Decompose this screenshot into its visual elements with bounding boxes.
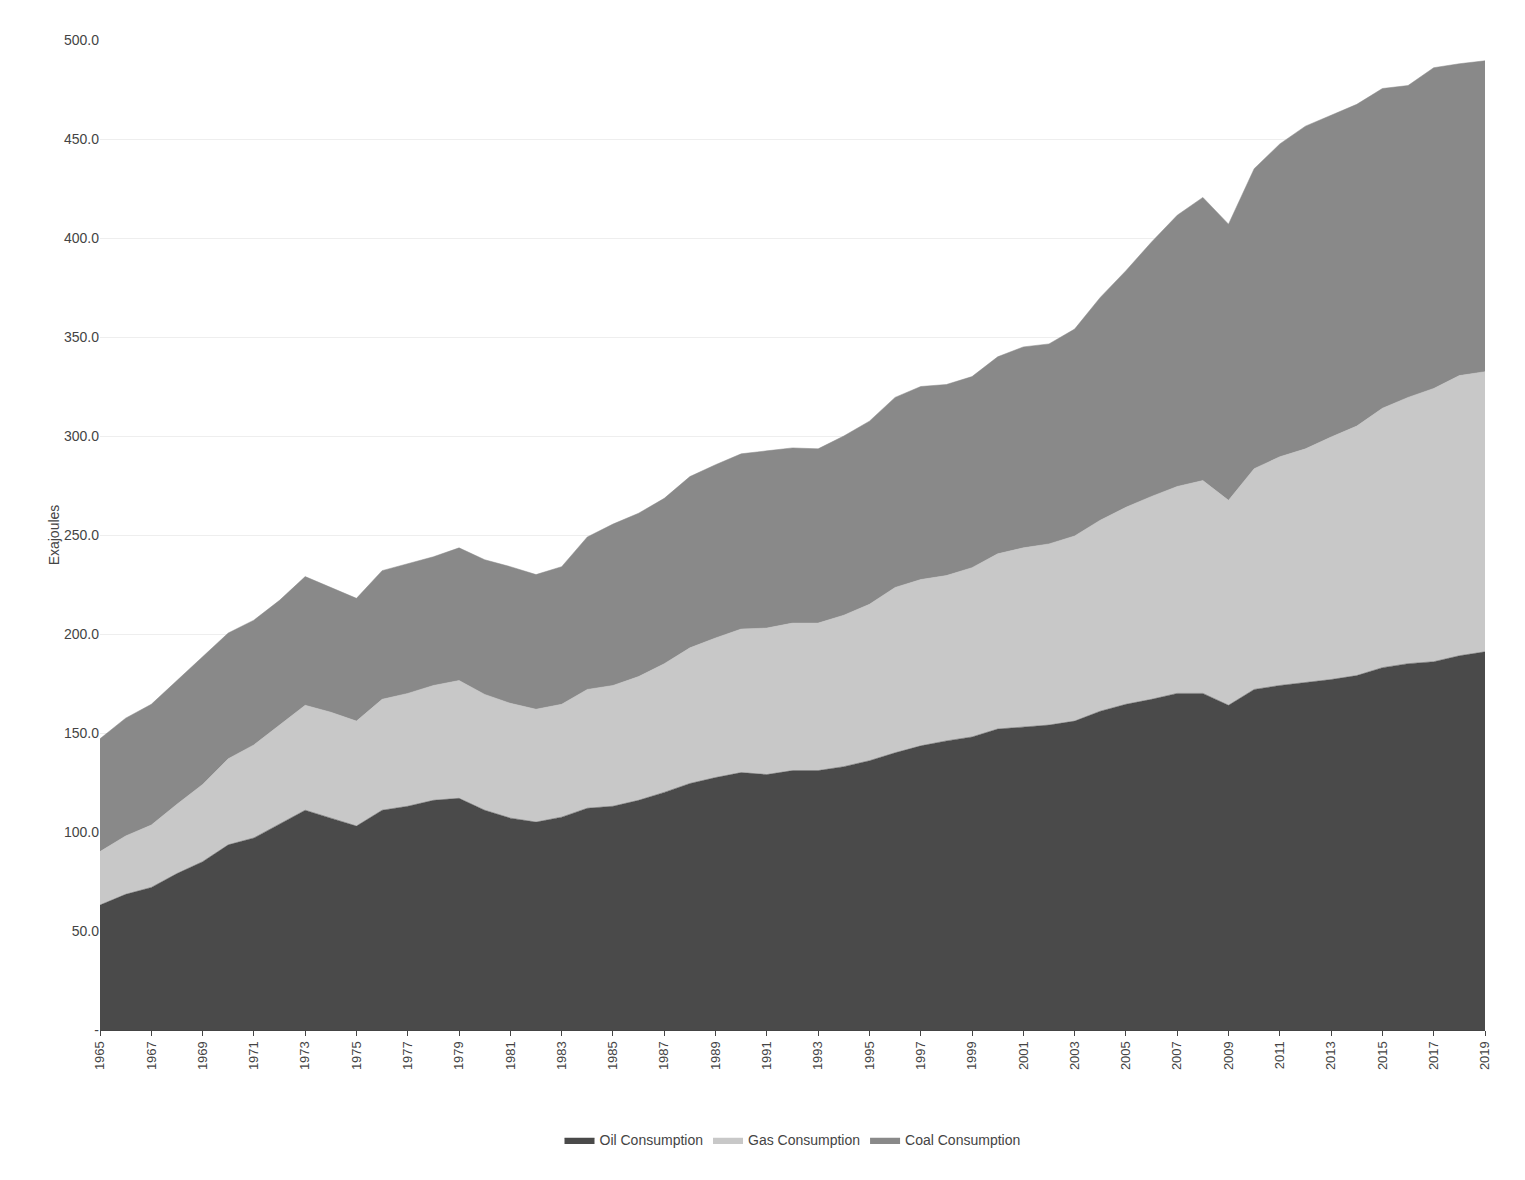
svg-text:2017: 2017	[1426, 1041, 1441, 1070]
svg-text:1997: 1997	[913, 1041, 928, 1070]
svg-text:Oil Consumption: Oil Consumption	[600, 1132, 704, 1148]
svg-text:350.0: 350.0	[64, 329, 99, 345]
svg-text:2003: 2003	[1067, 1041, 1082, 1070]
svg-text:200.0: 200.0	[64, 626, 99, 642]
svg-text:50.0: 50.0	[72, 923, 99, 939]
svg-text:2005: 2005	[1118, 1041, 1133, 1070]
svg-text:2009: 2009	[1221, 1041, 1236, 1070]
svg-text:2001: 2001	[1016, 1041, 1031, 1070]
svg-text:1989: 1989	[708, 1041, 723, 1070]
svg-text:2015: 2015	[1375, 1041, 1390, 1070]
svg-text:400.0: 400.0	[64, 230, 99, 246]
svg-text:2013: 2013	[1323, 1041, 1338, 1070]
svg-text:300.0: 300.0	[64, 428, 99, 444]
svg-text:1987: 1987	[656, 1041, 671, 1070]
svg-text:Gas Consumption: Gas Consumption	[748, 1132, 860, 1148]
svg-text:2019: 2019	[1477, 1041, 1492, 1070]
svg-text:1991: 1991	[759, 1041, 774, 1070]
svg-text:Exajoules: Exajoules	[46, 505, 62, 566]
svg-text:1995: 1995	[862, 1041, 877, 1070]
svg-text:1993: 1993	[810, 1041, 825, 1070]
svg-text:1979: 1979	[451, 1041, 466, 1070]
svg-text:2007: 2007	[1169, 1041, 1184, 1070]
svg-text:1981: 1981	[503, 1041, 518, 1070]
svg-text:1975: 1975	[349, 1041, 364, 1070]
svg-text:150.0: 150.0	[64, 725, 99, 741]
svg-text:1999: 1999	[964, 1041, 979, 1070]
svg-text:250.0: 250.0	[64, 527, 99, 543]
svg-text:500.0: 500.0	[64, 32, 99, 48]
svg-text:2011: 2011	[1272, 1041, 1287, 1069]
svg-text:1977: 1977	[400, 1041, 415, 1070]
svg-text:1969: 1969	[195, 1041, 210, 1070]
svg-text:1965: 1965	[92, 1041, 107, 1070]
svg-text:1985: 1985	[605, 1041, 620, 1070]
svg-text:1967: 1967	[144, 1041, 159, 1070]
svg-text:1973: 1973	[297, 1041, 312, 1070]
svg-text:100.0: 100.0	[64, 824, 99, 840]
svg-text:1983: 1983	[554, 1041, 569, 1070]
svg-text:Coal Consumption: Coal Consumption	[905, 1132, 1020, 1148]
svg-text:-: -	[94, 1022, 99, 1038]
svg-text:450.0: 450.0	[64, 131, 99, 147]
svg-text:1971: 1971	[246, 1041, 261, 1070]
